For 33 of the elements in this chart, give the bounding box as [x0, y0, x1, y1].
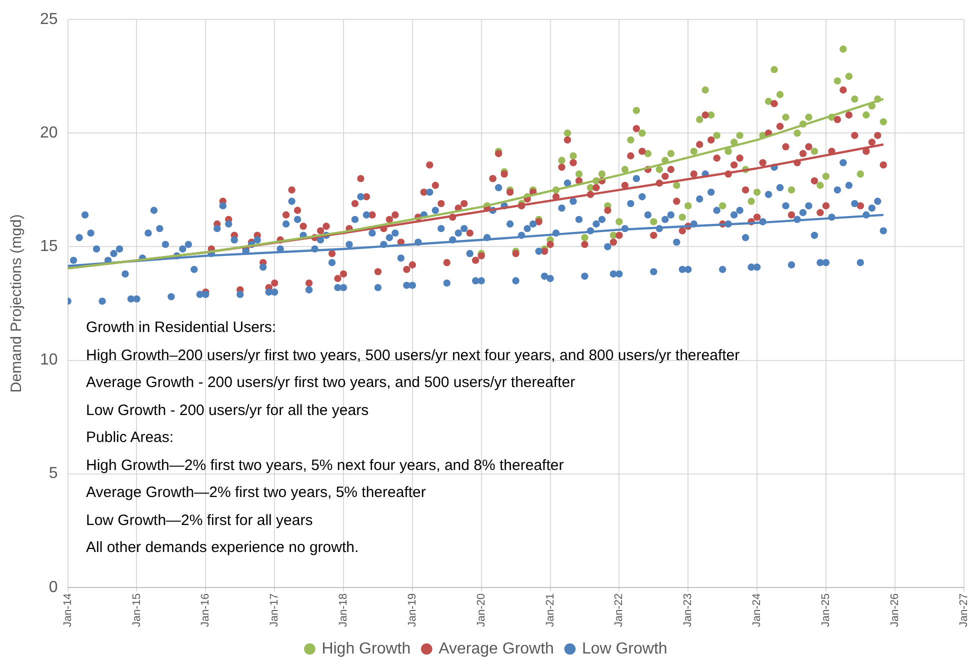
y-tick-label: 25	[40, 11, 58, 28]
x-tick-label: Jan-21	[544, 593, 556, 628]
y-tick-label: 15	[40, 238, 58, 256]
x-tick-label: Jan-18	[338, 593, 350, 628]
x-tick-label: Jan-16	[200, 593, 212, 628]
x-tick-label: Jan-26	[888, 593, 901, 628]
annotation: Growth in Residential Users:	[86, 318, 278, 338]
x-tick-label: Jan-24	[751, 593, 764, 628]
annotation: Public Areas:	[86, 428, 175, 448]
annotation: High Growth—2% first two years, 5% next four years, and 8% thereafter	[86, 456, 565, 476]
x-tick-label: Jan-15	[130, 593, 143, 628]
y-tick-label: 20	[40, 124, 58, 142]
x-tick-label: Jan-22	[613, 593, 626, 628]
annotation: Average Growth—2% first two years, 5% thereafter	[86, 483, 427, 503]
x-tick-label: Jan-14	[62, 593, 74, 628]
annotation: Average Growth - 200 users/yr first two years, and 500 users/yr thereafter	[86, 373, 576, 393]
legend-label: Low Growth	[582, 640, 668, 658]
annotation: All other demands experience no growth.	[86, 538, 360, 558]
y-axis-title: Demand Projections (mgd)	[8, 214, 26, 393]
annotation: Low Growth - 200 users/yr for all the years	[86, 400, 370, 420]
y-tick-label: 0	[48, 578, 58, 596]
legend-label: High Growth	[322, 640, 411, 658]
y-tick-label: 10	[40, 352, 58, 369]
x-tick-label: Jan-17	[268, 593, 281, 628]
x-tick-label: Jan-19	[406, 593, 418, 628]
x-tick-label: Jan-27	[958, 593, 970, 628]
annotation: High Growth–200 users/yr first two years, 500 users/yr next four years, and 800 users/yr thereafter	[86, 346, 740, 366]
y-tick-label: 5	[48, 465, 58, 482]
x-tick-label: Jan-25	[820, 593, 832, 628]
legend-label: Average Growth	[438, 640, 554, 658]
x-tick-label: Jan-23	[682, 593, 694, 628]
annotation: Low Growth—2% first for all years	[86, 510, 314, 530]
x-tick-label: Jan-20	[475, 593, 488, 628]
